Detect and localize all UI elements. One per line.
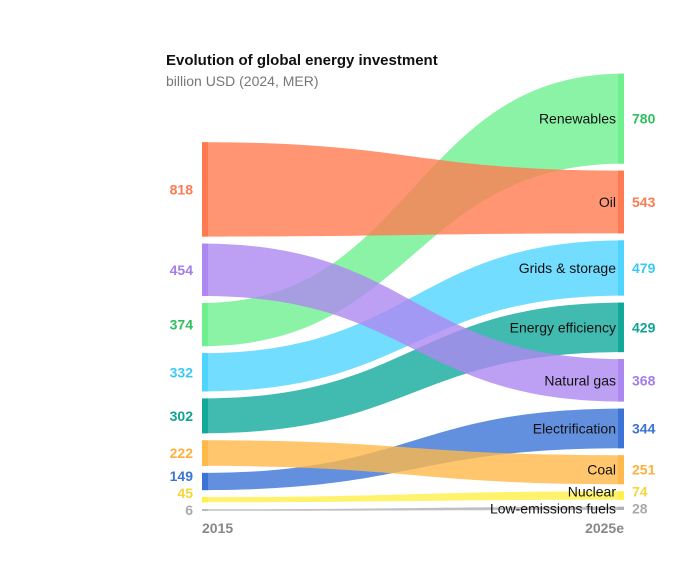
flow-nuclear [202, 491, 624, 503]
flow-coal [202, 440, 624, 485]
bar-2015 [202, 142, 208, 237]
chart-title: Evolution of global energy investment [166, 52, 438, 69]
value-label-2025e: 780 [632, 111, 656, 127]
series-label: Oil [599, 194, 616, 210]
bar-2025e [618, 506, 624, 510]
value-label-2015: 149 [170, 468, 194, 484]
series-label: Grids & storage [519, 260, 616, 276]
value-label-2025e: 479 [632, 260, 656, 276]
series-label: Nuclear [568, 483, 617, 499]
bar-2025e [618, 359, 624, 402]
bar-2015 [202, 509, 208, 511]
bar-2015 [202, 440, 208, 466]
bar-2015 [202, 353, 208, 392]
bar-2025e [618, 73, 624, 164]
value-label-2025e: 368 [632, 372, 656, 388]
flow-natural-gas [202, 243, 624, 402]
series-label: Electrification [533, 420, 616, 436]
bar-2015 [202, 497, 208, 503]
bar-2015 [202, 243, 208, 296]
value-label-2015: 818 [170, 181, 194, 197]
series-label: Energy efficiency [510, 319, 616, 335]
value-label-2015: 222 [170, 445, 194, 461]
series-label: Coal [587, 462, 616, 478]
value-label-2015: 6 [185, 502, 193, 518]
value-label-2015: 332 [170, 364, 194, 380]
chart-subtitle: billion USD (2024, MER) [166, 73, 319, 89]
bar-2025e [618, 408, 624, 449]
bar-2015 [202, 302, 208, 347]
bar-2025e [618, 491, 624, 500]
bar-2025e [618, 455, 624, 485]
x-tick-2015: 2015 [202, 520, 233, 536]
value-label-2025e: 429 [632, 319, 656, 335]
flow-energy-efficiency [202, 302, 624, 434]
bar-2015 [202, 472, 208, 491]
bar-2025e [618, 302, 624, 353]
flow-low-emissions-fuels [202, 506, 624, 511]
series-label: Low-emissions fuels [490, 500, 616, 516]
value-label-2025e: 251 [632, 462, 656, 478]
series-label: Renewables [539, 111, 616, 127]
value-label-2025e: 74 [632, 483, 648, 499]
value-label-2015: 454 [170, 262, 194, 278]
value-label-2025e: 28 [632, 500, 648, 516]
value-label-2015: 302 [170, 408, 194, 424]
bar-2015 [202, 398, 208, 434]
series-label: Natural gas [544, 372, 616, 388]
value-label-2015: 374 [170, 317, 194, 333]
bar-2025e [618, 170, 624, 234]
value-label-2025e: 543 [632, 194, 656, 210]
bar-2025e [618, 240, 624, 296]
value-label-2015: 45 [177, 485, 193, 501]
flow-oil [202, 142, 624, 237]
x-tick-2025e: 2025e [585, 520, 624, 536]
value-label-2025e: 344 [632, 420, 656, 436]
